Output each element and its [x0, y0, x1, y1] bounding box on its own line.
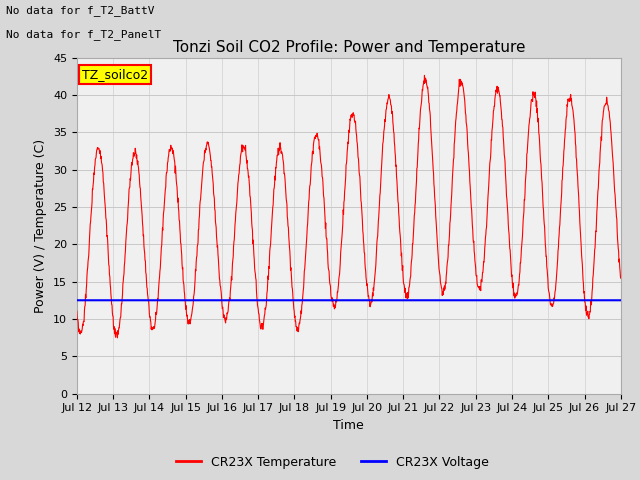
- Y-axis label: Power (V) / Temperature (C): Power (V) / Temperature (C): [35, 139, 47, 312]
- Text: TZ_soilco2: TZ_soilco2: [82, 68, 148, 81]
- Text: No data for f_T2_BattV: No data for f_T2_BattV: [6, 5, 155, 16]
- Title: Tonzi Soil CO2 Profile: Power and Temperature: Tonzi Soil CO2 Profile: Power and Temper…: [173, 40, 525, 55]
- Legend: CR23X Temperature, CR23X Voltage: CR23X Temperature, CR23X Voltage: [172, 451, 494, 474]
- Text: No data for f_T2_PanelT: No data for f_T2_PanelT: [6, 29, 162, 40]
- X-axis label: Time: Time: [333, 419, 364, 432]
